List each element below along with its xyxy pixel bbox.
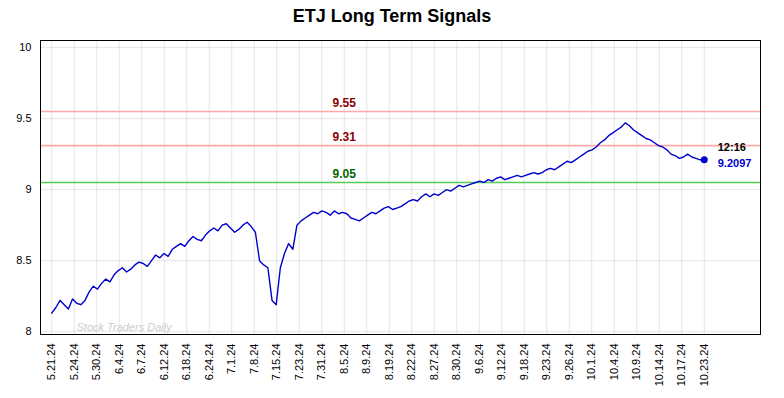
svg-text:8: 8 — [25, 325, 31, 337]
svg-text:7.31.24: 7.31.24 — [315, 344, 327, 381]
svg-text:8.30.24: 8.30.24 — [450, 344, 462, 381]
svg-text:10.23.24: 10.23.24 — [698, 344, 710, 387]
svg-text:7.15.24: 7.15.24 — [270, 344, 282, 381]
svg-text:6.7.24: 6.7.24 — [135, 344, 147, 375]
svg-text:5.21.24: 5.21.24 — [45, 344, 57, 381]
svg-text:5.24.24: 5.24.24 — [68, 344, 80, 381]
svg-text:9.55: 9.55 — [333, 96, 357, 110]
svg-text:8.5.24: 8.5.24 — [338, 344, 350, 375]
svg-text:10.4.24: 10.4.24 — [608, 344, 620, 381]
svg-text:9.26.24: 9.26.24 — [563, 344, 575, 381]
svg-text:8.19.24: 8.19.24 — [383, 344, 395, 381]
svg-text:12:16: 12:16 — [718, 141, 746, 153]
svg-text:8.5: 8.5 — [16, 254, 31, 266]
svg-text:9.5: 9.5 — [16, 112, 31, 124]
html-text:ETJ Long Term Signals: ETJ Long Term Signals — [292, 6, 492, 26]
svg-text:9.05: 9.05 — [333, 167, 357, 181]
svg-text:9.6.24: 9.6.24 — [473, 344, 485, 375]
svg-text:7.8.24: 7.8.24 — [248, 344, 260, 375]
svg-text:8.22.24: 8.22.24 — [405, 344, 417, 381]
svg-text:7.1.24: 7.1.24 — [225, 344, 237, 375]
svg-text:10.1.24: 10.1.24 — [585, 344, 597, 381]
svg-text:10: 10 — [19, 41, 31, 53]
svg-text:Stock Traders Daily: Stock Traders Daily — [77, 321, 174, 333]
svg-text:9.18.24: 9.18.24 — [518, 344, 530, 381]
svg-text:6.24.24: 6.24.24 — [203, 344, 215, 381]
svg-text:10.17.24: 10.17.24 — [675, 344, 687, 387]
svg-text:6.4.24: 6.4.24 — [113, 344, 125, 375]
svg-text:9.31: 9.31 — [333, 130, 357, 144]
svg-text:9.2097: 9.2097 — [718, 157, 752, 169]
svg-text:8.9.24: 8.9.24 — [360, 344, 372, 375]
svg-text:6.18.24: 6.18.24 — [180, 344, 192, 381]
svg-text:8.27.24: 8.27.24 — [428, 344, 440, 381]
svg-text:5.30.24: 5.30.24 — [90, 344, 102, 381]
svg-text:10.9.24: 10.9.24 — [630, 344, 642, 381]
svg-text:9.12.24: 9.12.24 — [495, 344, 507, 381]
svg-text:9: 9 — [25, 183, 31, 195]
svg-text:6.12.24: 6.12.24 — [158, 344, 170, 381]
svg-text:10.14.24: 10.14.24 — [653, 344, 665, 387]
svg-text:9.23.24: 9.23.24 — [540, 344, 552, 381]
svg-text:7.23.24: 7.23.24 — [293, 344, 305, 381]
